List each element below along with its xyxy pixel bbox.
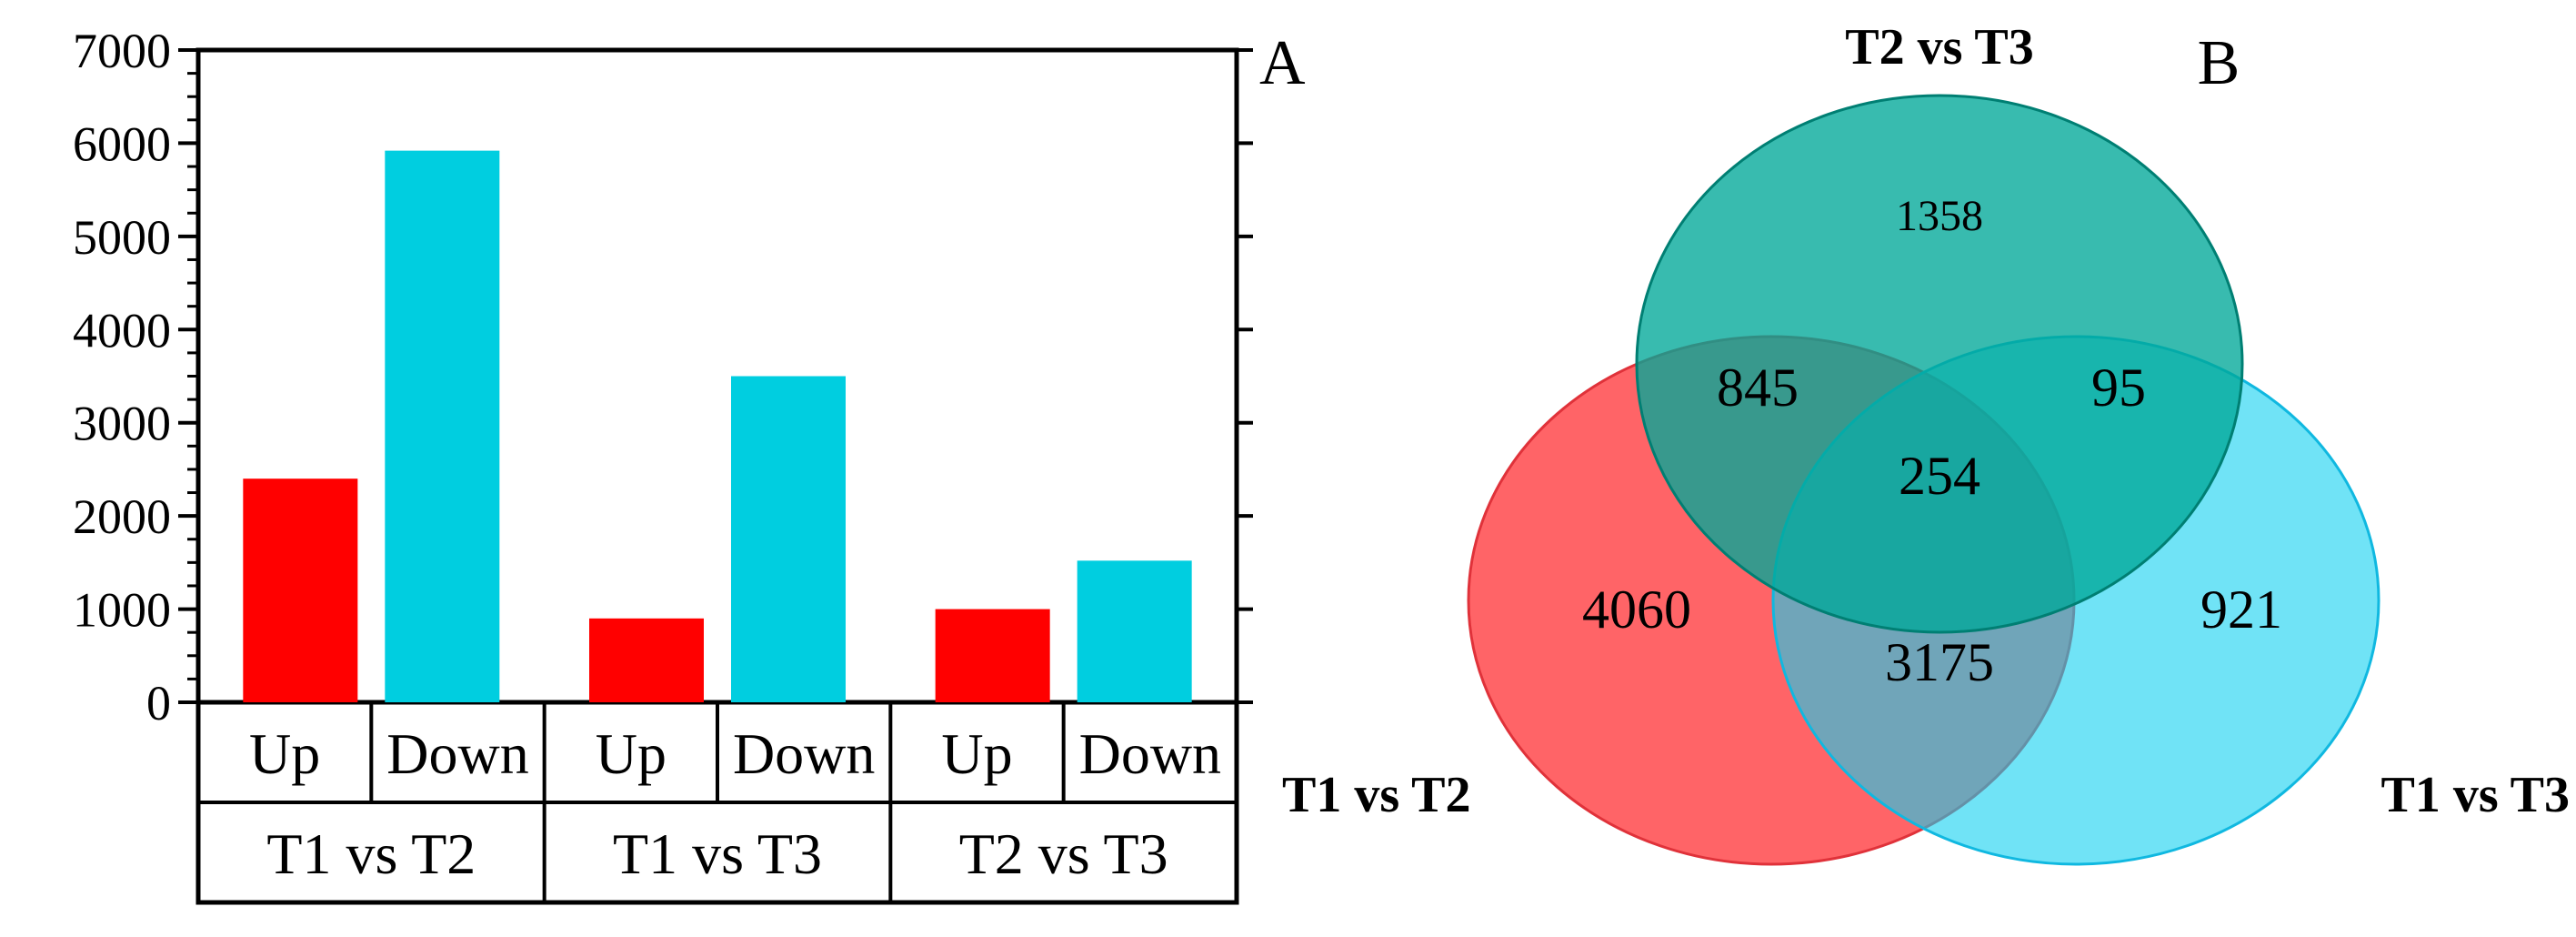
- group-label: T1 vs T2: [266, 821, 476, 886]
- group-label: T2 vs T3: [959, 821, 1168, 886]
- bar-up: [243, 479, 358, 702]
- y-tick-label: 3000: [73, 397, 171, 451]
- y-tick-label: 1000: [73, 583, 171, 638]
- venn-set-label-t2-vs-t3: T2 vs T3: [1845, 19, 2033, 76]
- venn-diagram-panel: T2 vs T3 T1 vs T2 T1 vs T3 B 1358 845 95 254 406…: [1282, 19, 2570, 866]
- y-tick-label: 6000: [73, 116, 171, 171]
- bar-category-label: Up: [249, 721, 320, 786]
- bar-chart-panel: 0 1000 2000 3000 4000 5000 6000 7000 Up Down T1 vs…: [73, 24, 1253, 905]
- panel-label-b: B: [2198, 28, 2240, 98]
- bar-category-label: Up: [596, 721, 667, 786]
- venn-count-t1t2-only: 4060: [1582, 579, 1691, 640]
- venn-count-t2t3-t1t3: 95: [2091, 358, 2146, 418]
- y-tick-label: 7000: [73, 24, 171, 78]
- bar-down: [731, 376, 846, 702]
- bar-category-label: Up: [941, 721, 1012, 786]
- bar-down: [385, 150, 500, 702]
- panel-label-a: A: [1259, 28, 1306, 98]
- venn-count-t1t2-t1t3: 3175: [1885, 632, 1994, 692]
- group-label: T1 vs T3: [613, 821, 822, 886]
- venn-set-label-t1-vs-t2: T1 vs T2: [1282, 767, 1470, 823]
- venn-set-label-t1-vs-t3: T1 vs T3: [2381, 767, 2570, 823]
- venn-count-t1t3-only: 921: [2200, 579, 2282, 640]
- bar-category-label: Down: [733, 721, 875, 786]
- bar-up: [589, 618, 704, 702]
- bar-category-label: Down: [386, 721, 528, 786]
- y-tick-label: 2000: [73, 489, 171, 544]
- y-tick-label: 0: [146, 676, 171, 730]
- y-tick-label: 4000: [73, 303, 171, 358]
- bar-down: [1077, 560, 1192, 702]
- bar-up: [935, 609, 1050, 702]
- bar-category-label: Down: [1079, 721, 1221, 786]
- plot-frame: [195, 47, 1239, 905]
- venn-circle-t2-vs-t3-fill: [1635, 94, 2244, 634]
- y-tick-label: 5000: [73, 210, 171, 265]
- venn-count-t2-only: 1358: [1896, 192, 1983, 240]
- venn-count-all-three: 254: [1899, 446, 1980, 506]
- venn-count-t1t2-t2t3: 845: [1717, 358, 1799, 418]
